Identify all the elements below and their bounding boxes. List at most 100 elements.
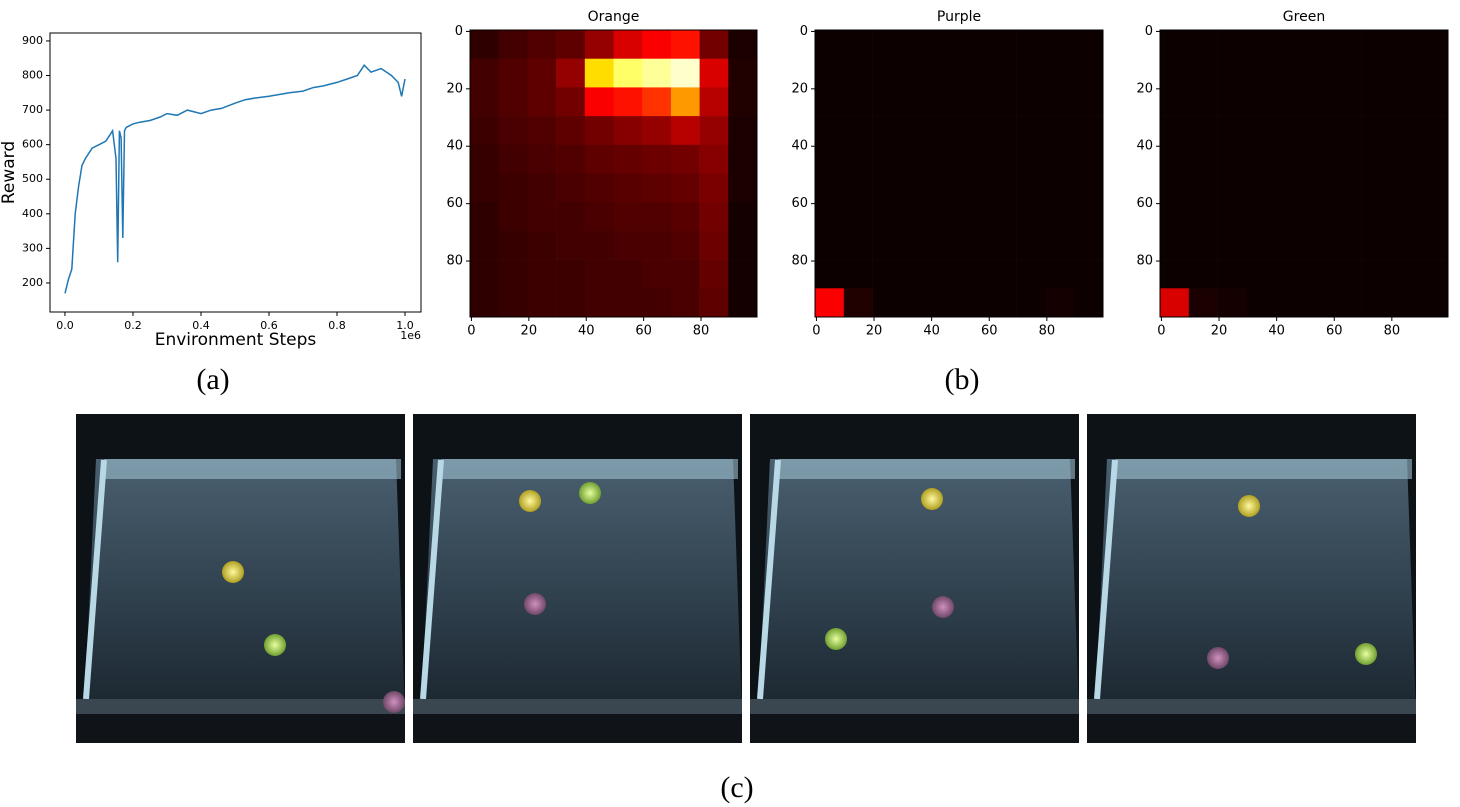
heat-cell <box>1419 87 1449 117</box>
heat-cell <box>670 116 700 146</box>
heat-cell <box>498 30 528 59</box>
heat-cell <box>670 259 700 289</box>
heat-cell <box>901 230 931 260</box>
heat-cell <box>1361 58 1391 88</box>
axes-frame <box>814 29 1104 318</box>
heat-cell <box>584 144 614 174</box>
heat-cell <box>1160 230 1190 260</box>
x-axis-label: Environment Steps <box>155 330 317 350</box>
heat-cell <box>1045 144 1075 174</box>
x-tick-label: 80 <box>1039 324 1056 339</box>
heat-cell <box>1332 230 1362 260</box>
heat-cell <box>556 230 586 260</box>
heat-cell <box>1332 116 1362 146</box>
heat-cell <box>901 87 931 117</box>
heat-cell <box>930 259 960 289</box>
heat-cell <box>642 116 672 146</box>
heat-cell <box>584 230 614 260</box>
heat-cell <box>728 87 758 117</box>
heat-cell <box>1332 173 1362 203</box>
y-tick-label: 40 <box>1136 139 1153 154</box>
heat-cell <box>1390 230 1420 260</box>
heat-cell <box>527 116 557 146</box>
heat-cell <box>1074 144 1104 174</box>
heat-cell <box>642 87 672 117</box>
heat-cell <box>872 30 902 59</box>
x-tick-label: 0.4 <box>192 319 210 332</box>
heat-cell <box>1188 259 1218 289</box>
y-tick-label: 800 <box>22 69 43 82</box>
heat-cell <box>728 230 758 260</box>
heat-cell <box>1045 230 1075 260</box>
heat-cell <box>728 259 758 289</box>
heat-cell <box>1217 116 1247 146</box>
heat-cell <box>1045 116 1075 146</box>
heat-cell <box>1246 288 1276 318</box>
heat-cell <box>1160 259 1190 289</box>
heat-cell <box>1074 30 1104 59</box>
heat-cell <box>1332 58 1362 88</box>
axes-frame <box>469 29 758 318</box>
heat-cell <box>1160 288 1190 318</box>
heat-cell <box>527 259 557 289</box>
x-tick-label: 20 <box>866 324 883 339</box>
heat-cell <box>1246 30 1276 59</box>
y-tick-label: 20 <box>791 81 808 96</box>
heat-cell <box>901 116 931 146</box>
y-tick-label: 0 <box>455 24 463 39</box>
heat-cell <box>959 202 989 232</box>
heat-cell <box>987 87 1017 117</box>
heat-cell <box>1217 230 1247 260</box>
y-tick-label: 300 <box>22 241 43 254</box>
heat-cell <box>987 30 1017 59</box>
heat-cell <box>1390 87 1420 117</box>
heat-cell <box>1160 202 1190 232</box>
heat-cell <box>1217 288 1247 318</box>
heat-cell <box>901 288 931 318</box>
heat-cell <box>959 116 989 146</box>
heat-cell <box>1419 288 1449 318</box>
y-axis-label: Reward <box>0 141 19 204</box>
heat-cell <box>1419 230 1449 260</box>
y-tick-label: 600 <box>22 138 43 151</box>
heat-cell <box>1275 259 1305 289</box>
heat-cell <box>613 144 643 174</box>
heat-cell <box>1246 173 1276 203</box>
heat-cell <box>1390 58 1420 88</box>
x-tick-label: 40 <box>1268 324 1285 339</box>
photo <box>413 414 742 743</box>
heat-cell <box>527 230 557 260</box>
heat-cell <box>1188 173 1218 203</box>
heat-cell <box>930 30 960 59</box>
heat-cell <box>815 288 845 318</box>
heat-cell <box>1074 202 1104 232</box>
heat-cell <box>584 259 614 289</box>
heat-cell <box>1332 30 1362 59</box>
heat-cell <box>556 288 586 318</box>
heat-cell <box>815 202 845 232</box>
photo <box>76 414 405 743</box>
heat-cell <box>584 173 614 203</box>
heat-cell <box>642 259 672 289</box>
y-tick-label: 200 <box>22 276 43 289</box>
heat-cell <box>1304 259 1334 289</box>
heat-cell <box>843 144 873 174</box>
heat-cell <box>1275 288 1305 318</box>
heat-cell <box>613 58 643 88</box>
heat-cell <box>901 173 931 203</box>
heat-cell <box>1390 288 1420 318</box>
y-tick-label: 80 <box>791 254 808 269</box>
heat-cell <box>1188 202 1218 232</box>
heat-cell <box>584 87 614 117</box>
heat-cell <box>1419 173 1449 203</box>
heat-cell <box>642 288 672 318</box>
heat-cell <box>584 58 614 88</box>
heat-cell <box>1016 30 1046 59</box>
heat-cell <box>1361 87 1391 117</box>
heat-cell <box>642 230 672 260</box>
heat-cell <box>1188 144 1218 174</box>
heat-cell <box>1390 144 1420 174</box>
heat-cell <box>470 288 499 318</box>
heat-cell <box>1188 116 1218 146</box>
heat-cell <box>1304 116 1334 146</box>
